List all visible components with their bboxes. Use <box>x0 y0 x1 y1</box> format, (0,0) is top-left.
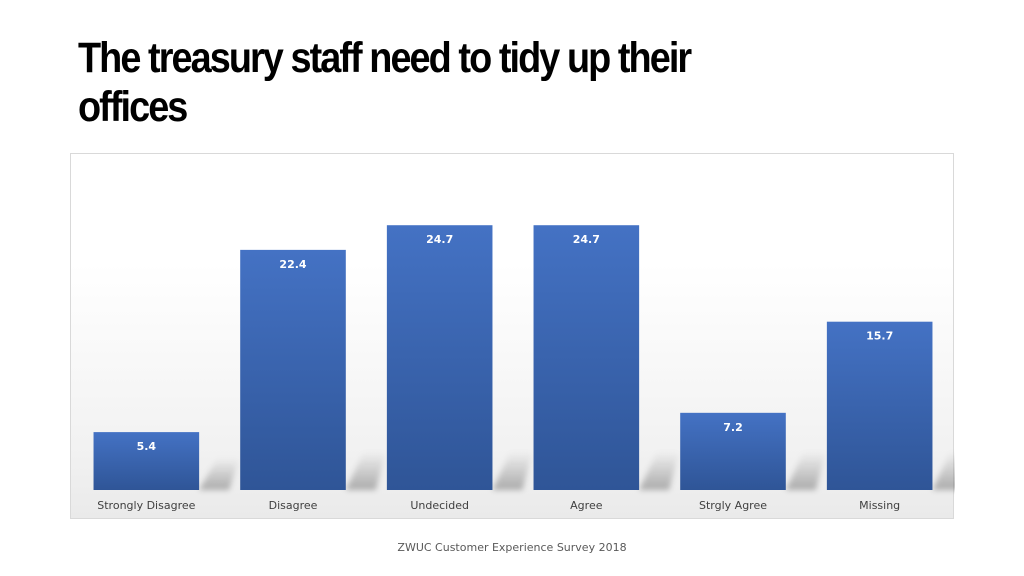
category-label: Missing <box>859 499 900 512</box>
bar-agree <box>533 225 640 490</box>
category-label: Agree <box>570 499 603 512</box>
bar-strongly-disagree <box>93 432 200 490</box>
category-labels-group: Strongly Disagree Disagree Undecided Agree S… <box>97 499 900 512</box>
bar-strgly-agree <box>680 412 786 490</box>
data-label: 22.4 <box>279 258 306 271</box>
data-label: 24.7 <box>426 233 453 246</box>
chart-area: 5.4 22.4 24.7 24.7 7.2 15.7 Strongly Disagree… <box>70 153 955 519</box>
bar-shadow <box>785 451 826 490</box>
bar-chart: 5.4 22.4 24.7 24.7 7.2 15.7 Strongly Disagree… <box>93 225 955 512</box>
bar-shadow <box>932 451 955 490</box>
category-label: Strongly Disagree <box>97 499 195 512</box>
bar-shadows <box>199 451 955 490</box>
bar-shadow <box>199 458 240 490</box>
data-label: 5.4 <box>137 440 157 453</box>
data-labels-group: 5.4 22.4 24.7 24.7 7.2 15.7 <box>137 233 894 453</box>
slide-title: The treasury staff need to tidy up their… <box>78 34 692 131</box>
bar-shadow <box>345 451 386 490</box>
bar-shadow <box>492 451 533 490</box>
bar-shadow <box>639 451 680 490</box>
bar-disagree <box>240 249 346 490</box>
data-label: 15.7 <box>866 330 893 343</box>
bar-undecided <box>386 225 493 490</box>
bar-missing <box>826 321 933 490</box>
category-label: Undecided <box>410 499 469 512</box>
data-label: 24.7 <box>573 233 600 246</box>
data-label: 7.2 <box>723 421 743 434</box>
category-label: Strgly Agree <box>699 499 767 512</box>
footer-source: ZWUC Customer Experience Survey 2018 <box>397 541 627 554</box>
category-label: Disagree <box>269 499 318 512</box>
bars-group <box>93 225 933 490</box>
